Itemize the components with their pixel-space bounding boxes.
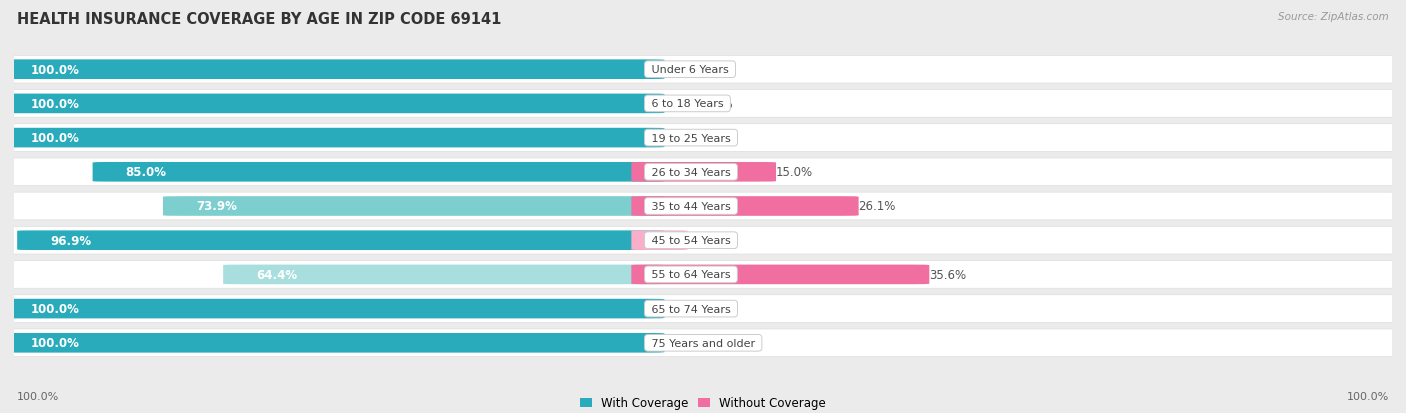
Text: Source: ZipAtlas.com: Source: ZipAtlas.com <box>1278 12 1389 22</box>
Text: 100.0%: 100.0% <box>31 64 80 76</box>
Text: 0.0%: 0.0% <box>703 97 733 111</box>
FancyBboxPatch shape <box>0 227 1406 254</box>
Legend: With Coverage, Without Coverage: With Coverage, Without Coverage <box>575 392 831 413</box>
FancyBboxPatch shape <box>0 159 1406 186</box>
FancyBboxPatch shape <box>631 163 776 182</box>
Text: 96.9%: 96.9% <box>51 234 91 247</box>
FancyBboxPatch shape <box>93 163 665 182</box>
Text: 65 to 74 Years: 65 to 74 Years <box>648 304 734 314</box>
Text: 45 to 54 Years: 45 to 54 Years <box>648 236 734 246</box>
Text: 3.1%: 3.1% <box>688 234 717 247</box>
FancyBboxPatch shape <box>631 197 859 216</box>
Text: 0.0%: 0.0% <box>703 302 733 316</box>
Text: 55 to 64 Years: 55 to 64 Years <box>648 270 734 280</box>
FancyBboxPatch shape <box>0 60 665 80</box>
Text: 6 to 18 Years: 6 to 18 Years <box>648 99 727 109</box>
FancyBboxPatch shape <box>0 295 1406 323</box>
Text: 100.0%: 100.0% <box>31 132 80 145</box>
FancyBboxPatch shape <box>0 193 1406 220</box>
Text: 100.0%: 100.0% <box>17 391 59 401</box>
Text: 64.4%: 64.4% <box>256 268 297 281</box>
FancyBboxPatch shape <box>631 231 688 250</box>
Text: 75 Years and older: 75 Years and older <box>648 338 758 348</box>
FancyBboxPatch shape <box>0 90 1406 118</box>
Text: 26 to 34 Years: 26 to 34 Years <box>648 167 734 177</box>
FancyBboxPatch shape <box>0 329 1406 357</box>
FancyBboxPatch shape <box>631 265 929 285</box>
FancyBboxPatch shape <box>0 128 665 148</box>
FancyBboxPatch shape <box>224 265 665 285</box>
Text: 100.0%: 100.0% <box>31 302 80 316</box>
FancyBboxPatch shape <box>0 299 665 319</box>
Text: 15.0%: 15.0% <box>776 166 813 179</box>
Text: HEALTH INSURANCE COVERAGE BY AGE IN ZIP CODE 69141: HEALTH INSURANCE COVERAGE BY AGE IN ZIP … <box>17 12 502 27</box>
Text: 35 to 44 Years: 35 to 44 Years <box>648 202 734 211</box>
FancyBboxPatch shape <box>0 56 1406 84</box>
FancyBboxPatch shape <box>0 94 665 114</box>
FancyBboxPatch shape <box>0 261 1406 289</box>
Text: 73.9%: 73.9% <box>195 200 236 213</box>
Text: 35.6%: 35.6% <box>929 268 966 281</box>
Text: 100.0%: 100.0% <box>31 97 80 111</box>
Text: 85.0%: 85.0% <box>125 166 167 179</box>
FancyBboxPatch shape <box>0 124 1406 152</box>
FancyBboxPatch shape <box>163 197 665 216</box>
Text: 19 to 25 Years: 19 to 25 Years <box>648 133 734 143</box>
Text: 0.0%: 0.0% <box>703 132 733 145</box>
Text: 100.0%: 100.0% <box>1347 391 1389 401</box>
Text: 0.0%: 0.0% <box>703 64 733 76</box>
FancyBboxPatch shape <box>0 333 665 353</box>
Text: 0.0%: 0.0% <box>703 337 733 349</box>
FancyBboxPatch shape <box>17 231 665 250</box>
Text: Under 6 Years: Under 6 Years <box>648 65 733 75</box>
Text: 100.0%: 100.0% <box>31 337 80 349</box>
Text: 26.1%: 26.1% <box>859 200 896 213</box>
